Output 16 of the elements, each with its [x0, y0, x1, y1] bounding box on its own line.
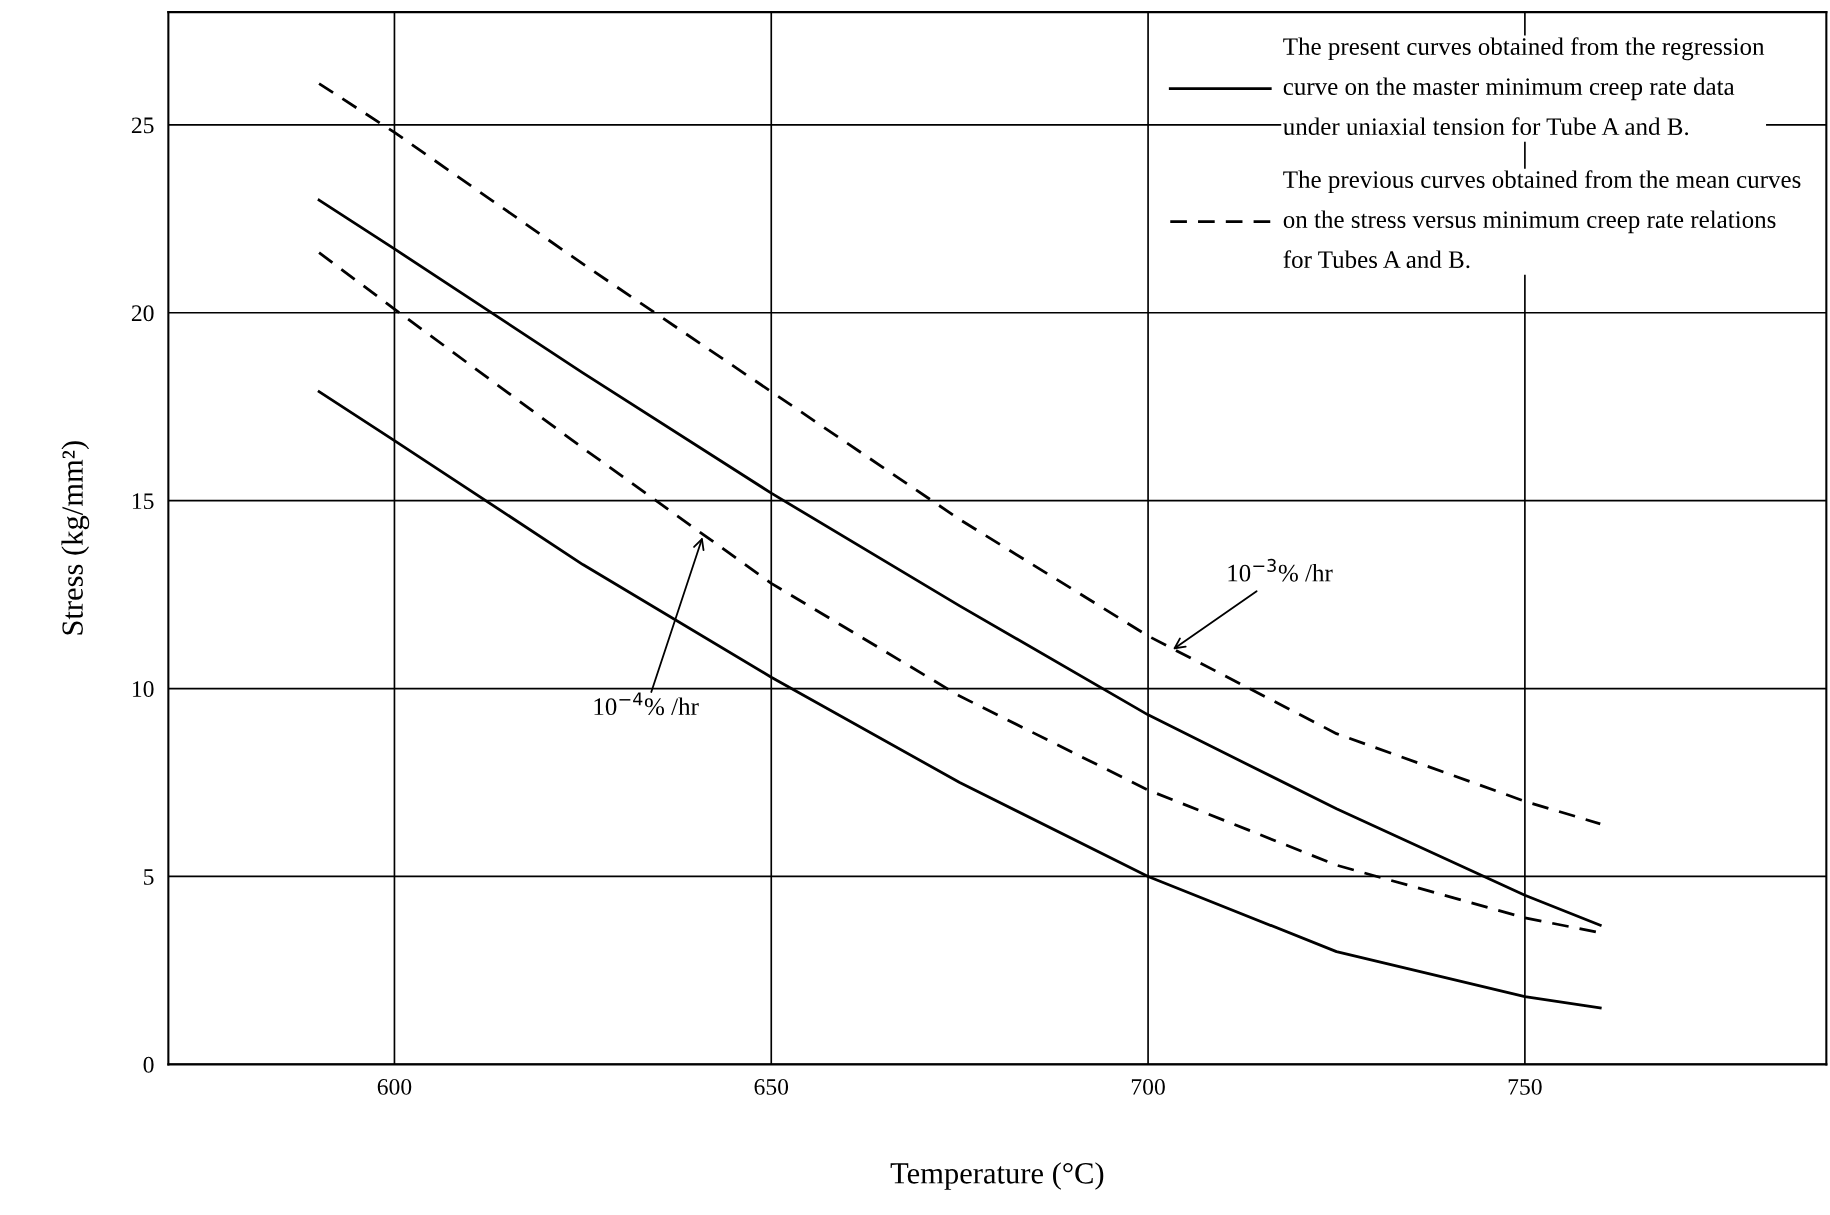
- y-tick-label: 25: [131, 117, 154, 134]
- annotation: 10$^{−4}$% /hr: [594, 692, 699, 716]
- x-tick-label: 700: [1131, 1078, 1165, 1095]
- y-tick-label: 20: [131, 305, 154, 322]
- y-tick-label: 10: [132, 681, 154, 697]
- legend-label: The present curves obtained from the regression curve on the master minimum creep rate data under uniaxial tension for Tube A and B.: [1283, 37, 1765, 136]
- x-tick-label: 600: [377, 1078, 412, 1095]
- y-tick-label: 5: [144, 869, 154, 885]
- x-tick-label: 750: [1508, 1078, 1542, 1095]
- x-tick-label: 650: [754, 1078, 789, 1095]
- y-tick-label: 0: [143, 1056, 154, 1073]
- annotation: 10$^{−3}$% /hr: [1228, 558, 1333, 582]
- y-axis-title: Stress (kg/mm²): [61, 441, 90, 635]
- x-axis-title: Temperature (°C): [890, 1162, 1104, 1190]
- legend-label: The previous curves obtained from the mean curves on the stress versus minimum creep rate relations for Tubes A and B.: [1283, 170, 1801, 269]
- y-tick-label: 15: [132, 493, 154, 510]
